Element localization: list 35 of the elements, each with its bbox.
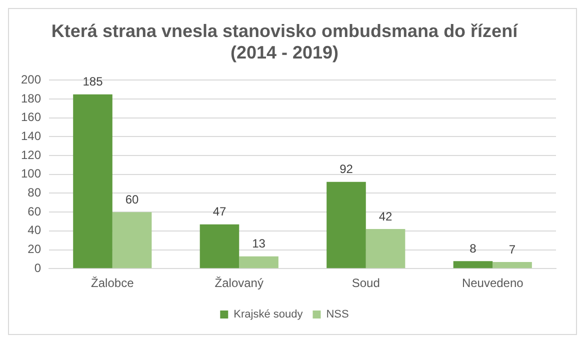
x-tick-label: Žalobce [91,276,134,290]
bar [453,261,493,268]
y-tick-label: 80 [28,186,42,200]
y-tick-label: 60 [28,204,42,218]
data-label: 13 [252,236,266,251]
x-tick-label: Neuvedeno [462,276,524,290]
data-label: 60 [125,192,140,206]
bar [112,212,152,268]
x-tick-label: Žalovaný [214,276,264,290]
y-tick-label: 40 [28,223,42,238]
data-label: 42 [378,209,393,224]
bar [492,262,532,268]
y-tick-label: 120 [20,148,42,162]
text: (2014 - 2019) [230,42,339,62]
x-tick-label: Soud [352,276,380,290]
y-tick-label: 100 [20,166,42,181]
bar [366,229,406,268]
y-tick-label: 160 [20,110,42,124]
y-tick-label: 140 [20,129,42,144]
bar [200,224,240,268]
data-label: 7 [508,242,516,256]
data-label: 8 [470,241,477,256]
legend-label: Krajské soudy [234,308,304,321]
bar [326,182,366,268]
legend-label: NSS [326,308,349,321]
y-tick-label: 0 [34,260,42,275]
data-label: 185 [82,74,104,89]
y-tick-label: 200 [20,72,42,87]
y-tick-label: 180 [20,91,42,106]
data-label: 47 [212,204,226,219]
bar [239,256,278,268]
data-label: 92 [340,162,354,176]
text: Která strana vnesla stanovisko ombudsmana do řízení [51,20,518,41]
y-tick-label: 20 [28,242,42,256]
bar [73,94,112,268]
